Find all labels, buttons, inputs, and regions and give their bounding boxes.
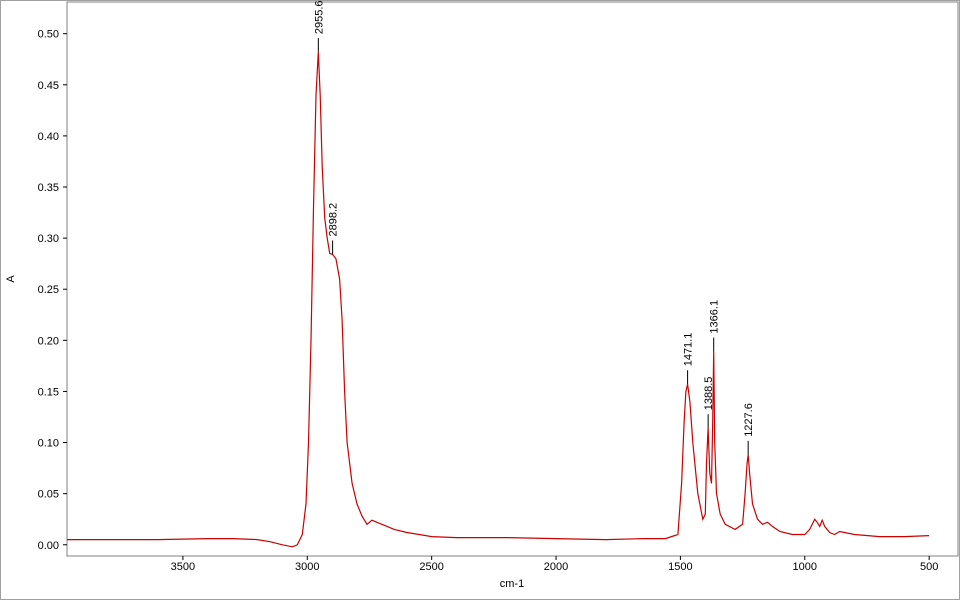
y-tick-label: 0.10 <box>38 438 59 450</box>
x-tick-label: 3500 <box>171 561 195 573</box>
peak-label: 2898.2 <box>328 203 340 237</box>
y-tick-label: 0.45 <box>38 80 59 92</box>
peak-label: 1227.6 <box>743 403 755 437</box>
y-tick-label: 0.05 <box>38 489 59 501</box>
y-tick-label: 0.00 <box>38 540 59 552</box>
x-axis-label: cm-1 <box>500 578 524 590</box>
x-tick-label: 1500 <box>668 561 692 573</box>
spectrum-line <box>67 52 930 548</box>
y-axis-label: A <box>5 275 17 283</box>
peak-label: 1366.1 <box>709 300 721 334</box>
y-tick-label: 0.25 <box>38 284 59 296</box>
y-tick-label: 0.15 <box>38 386 59 398</box>
x-tick-label: 1000 <box>793 561 817 573</box>
y-tick-label: 0.40 <box>38 131 59 143</box>
x-tick-label: 3000 <box>295 561 319 573</box>
y-tick-label: 0.30 <box>38 233 59 245</box>
plot-area <box>66 1 959 557</box>
x-tick-label: 2500 <box>419 561 443 573</box>
y-tick-label: 0.20 <box>38 335 59 347</box>
y-tick-label: 0.50 <box>38 29 59 41</box>
x-tick-label: 500 <box>920 561 938 573</box>
peak-label: 2955.6 <box>313 0 325 34</box>
y-tick-label: 0.35 <box>38 182 59 194</box>
x-tick-label: 2000 <box>544 561 568 573</box>
peak-label: 1388.5 <box>703 377 715 411</box>
peak-label: 1471.1 <box>683 333 695 367</box>
